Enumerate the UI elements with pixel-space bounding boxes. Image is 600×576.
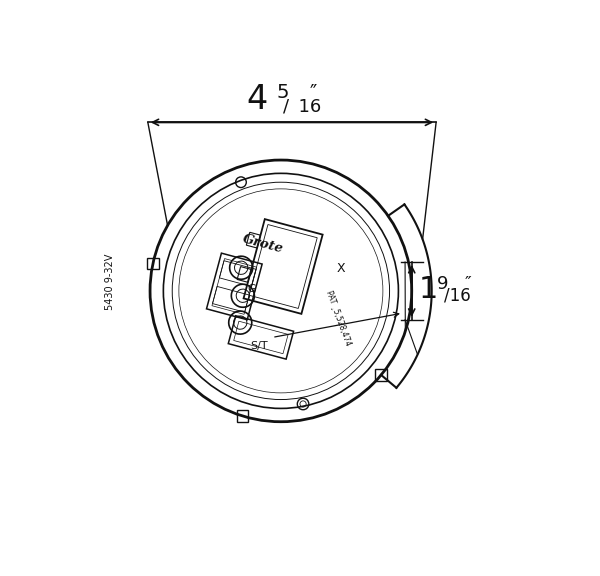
Bar bbox=[147, 258, 158, 270]
Text: ″: ″ bbox=[310, 84, 317, 103]
Text: 1: 1 bbox=[418, 275, 438, 304]
Text: G: G bbox=[248, 283, 256, 294]
Text: S/T: S/T bbox=[250, 342, 268, 351]
Text: /16: /16 bbox=[443, 286, 470, 304]
Text: /  16: / 16 bbox=[283, 98, 322, 116]
Text: PAT ¸5,528,474: PAT ¸5,528,474 bbox=[325, 289, 353, 346]
Text: X: X bbox=[337, 262, 345, 275]
Text: 4: 4 bbox=[247, 83, 268, 116]
Bar bbox=[376, 369, 387, 381]
Text: Grote: Grote bbox=[241, 233, 285, 256]
Bar bbox=[237, 410, 248, 422]
Text: 9: 9 bbox=[437, 275, 449, 293]
Text: 5430 9-32V: 5430 9-32V bbox=[105, 254, 115, 310]
Text: ″: ″ bbox=[465, 275, 472, 293]
Text: 5: 5 bbox=[277, 84, 289, 103]
